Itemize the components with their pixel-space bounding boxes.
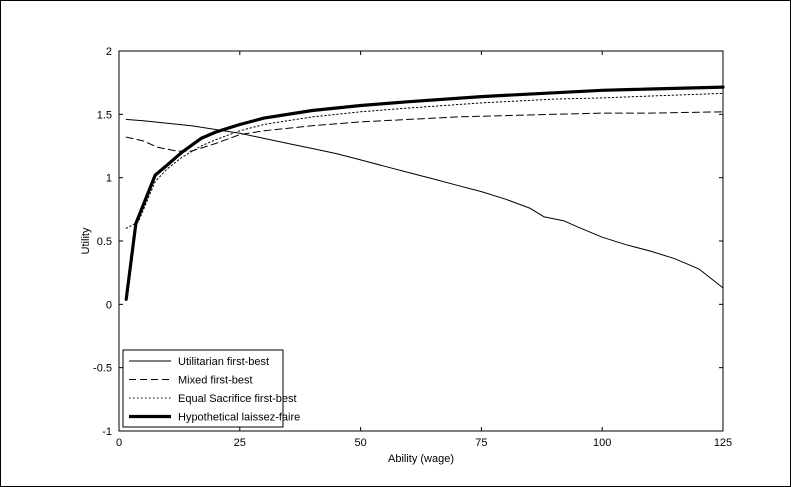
legend-box xyxy=(122,349,284,428)
y-tick-label: 0 xyxy=(106,299,112,311)
series-line-2 xyxy=(125,111,724,152)
x-tick-label: 75 xyxy=(475,437,487,449)
y-tick-label: 2 xyxy=(106,46,112,58)
y-tick-label: 0.5 xyxy=(97,236,112,248)
y-axis-ticks: -1 -0.5 0 0.5 1 1.5 2 xyxy=(93,46,723,438)
x-tick-label: 125 xyxy=(714,437,732,449)
y-tick-label: -1 xyxy=(102,426,112,438)
legend: Utilitarian first-best Mixed first-best Eq… xyxy=(122,349,300,428)
x-axis-title: Ability (wage) xyxy=(388,453,454,465)
x-tick-label: 50 xyxy=(354,437,366,449)
legend-label: Equal Sacrifice first-best xyxy=(178,393,297,405)
y-axis-title: Utility xyxy=(80,227,92,254)
x-axis-ticks: 0 25 50 75 100 125 xyxy=(116,51,732,449)
x-tick-label: 100 xyxy=(593,437,611,449)
x-tick-label: 25 xyxy=(234,437,246,449)
y-tick-label: 1 xyxy=(106,173,112,185)
legend-label: Hypothetical laissez-faire xyxy=(178,412,300,424)
y-tick-label: -0.5 xyxy=(93,363,112,375)
series-layer xyxy=(124,85,725,301)
series-line-4 xyxy=(124,85,725,301)
series-line-3 xyxy=(125,92,724,229)
legend-label: Mixed first-best xyxy=(178,375,253,387)
legend-label: Utilitarian first-best xyxy=(178,356,269,368)
y-tick-label: 1.5 xyxy=(97,109,112,121)
x-tick-label: 0 xyxy=(116,437,122,449)
